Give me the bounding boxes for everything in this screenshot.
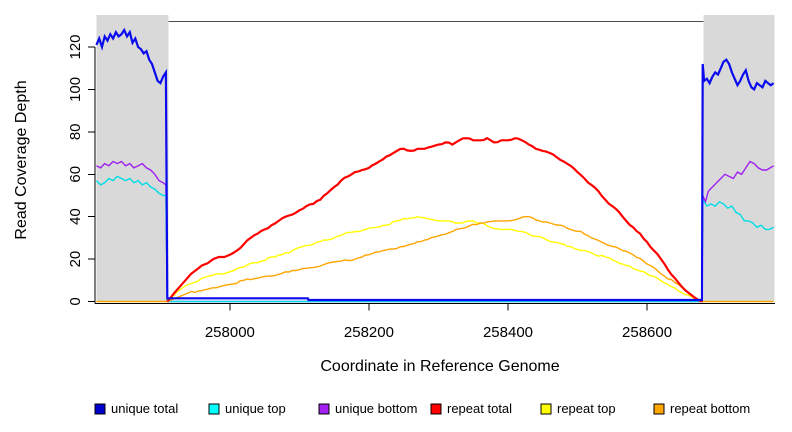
legend-swatch-unique-top	[208, 403, 220, 415]
legend-label: repeat total	[447, 401, 512, 416]
y-tick-label: 60	[67, 166, 84, 183]
x-tick-label: 258400	[483, 324, 533, 341]
y-tick-label: 120	[67, 34, 84, 59]
shaded-region-right-flank	[703, 15, 775, 302]
legend-item-unique-top: unique top	[208, 401, 286, 416]
legend: unique total unique top unique bottom repea…	[94, 401, 750, 416]
y-tick-label: 40	[67, 208, 84, 225]
series-layer	[95, 27, 775, 303]
series-line-repeat-bottom	[96, 215, 774, 303]
legend-label: unique top	[225, 401, 286, 416]
x-tick-label: 258600	[622, 324, 672, 341]
legend-item-unique-bottom: unique bottom	[318, 401, 417, 416]
legend-swatch-unique-total	[94, 403, 106, 415]
legend-item-unique-total: unique total	[94, 401, 178, 416]
x-tick-label: 258200	[344, 324, 394, 341]
legend-label: repeat bottom	[670, 401, 750, 416]
series-line-unique-top	[95, 175, 774, 303]
legend-swatch-repeat-total	[430, 403, 442, 415]
y-axis-title: Read Coverage Depth	[13, 80, 30, 239]
legend-swatch-repeat-bottom	[653, 403, 665, 415]
y-tick-label: 0	[67, 297, 84, 305]
legend-label: unique total	[111, 401, 178, 416]
x-axis-title: Coordinate in Reference Genome	[320, 358, 559, 375]
series-line-unique-total	[95, 27, 775, 302]
legend-item-repeat-total: repeat total	[430, 401, 512, 416]
legend-swatch-repeat-top	[540, 403, 552, 415]
legend-item-repeat-top: repeat top	[540, 401, 616, 416]
plot-box-layer	[94, 21, 775, 305]
legend-swatch-unique-bottom	[318, 403, 330, 415]
axes-layer: 258000 258200 258400 258600 0 20 40 60 80 100 120	[67, 34, 672, 341]
shaded-regions-layer	[96, 15, 775, 302]
y-tick-label: 80	[67, 123, 84, 140]
legend-item-repeat-bottom: repeat bottom	[653, 401, 750, 416]
legend-label: unique bottom	[335, 401, 417, 416]
legend-label: repeat top	[557, 401, 616, 416]
x-tick-label: 258000	[205, 324, 255, 341]
y-tick-label: 20	[67, 251, 84, 268]
series-line-repeat-total	[166, 136, 704, 303]
series-line-repeat-top	[166, 215, 702, 303]
y-tick-label: 100	[67, 77, 84, 102]
shaded-region-left-flank	[96, 15, 169, 302]
